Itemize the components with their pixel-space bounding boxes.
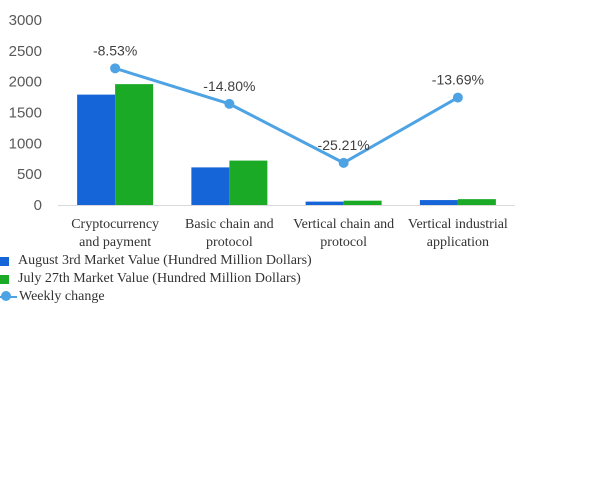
y-tick-label: 1500 (9, 105, 42, 122)
bar (191, 167, 230, 205)
line-point (338, 157, 349, 168)
y-tick-label: 2000 (9, 74, 42, 91)
bar-series (77, 84, 496, 205)
legend: August 3rd Market Value (Hundred Million… (0, 252, 312, 306)
legend-label-weekly-change: Weekly change (19, 289, 105, 304)
line-point (224, 98, 235, 109)
line-path (114, 66, 459, 165)
line-point (452, 92, 463, 103)
y-tick-label: 500 (17, 166, 42, 183)
bar (115, 84, 154, 205)
x-axis-categories: Cryptocurrency and payment Basic chain and… (71, 217, 508, 250)
x-tick-label: protocol (206, 235, 253, 250)
bar (229, 160, 268, 205)
y-tick-label: 1000 (9, 135, 42, 152)
bar (77, 94, 116, 205)
bar (457, 199, 496, 205)
x-tick-label: Vertical industrial (408, 217, 508, 232)
y-tick-label: 2500 (9, 43, 42, 60)
line-point (110, 63, 121, 74)
data-label: -8.53% (93, 42, 137, 58)
x-tick-label: Vertical chain and (293, 217, 394, 232)
legend-item-weekly-change: Weekly change (0, 288, 312, 306)
x-tick-label: application (427, 235, 489, 250)
legend-line-marker-icon (0, 291, 17, 303)
y-tick-label: 3000 (9, 12, 42, 29)
bar (419, 200, 458, 205)
legend-swatch-july (0, 274, 9, 284)
legend-label-august: August 3rd Market Value (Hundred Million… (18, 253, 312, 268)
legend-swatch-august (0, 256, 9, 266)
legend-item-august: August 3rd Market Value (Hundred Million… (0, 252, 312, 270)
x-tick-label: and payment (79, 235, 151, 250)
data-label: -25.21% (318, 137, 370, 153)
y-tick-label: 0 (34, 197, 42, 214)
weekly-change-line: -8.53% -14.80% -25.21% -13.69% (93, 42, 484, 168)
y-axis: 0 500 1000 1500 2000 2500 3000 (9, 12, 42, 214)
x-tick-label: protocol (320, 235, 367, 250)
bar (305, 201, 344, 205)
bar (343, 200, 382, 205)
legend-label-july: July 27th Market Value (Hundred Million … (18, 271, 301, 286)
x-tick-label: Cryptocurrency (71, 217, 159, 232)
data-label: -13.69% (432, 72, 484, 88)
x-tick-label: Basic chain and (185, 217, 274, 232)
data-label: -14.80% (203, 78, 255, 94)
legend-item-july: July 27th Market Value (Hundred Million … (0, 270, 312, 288)
